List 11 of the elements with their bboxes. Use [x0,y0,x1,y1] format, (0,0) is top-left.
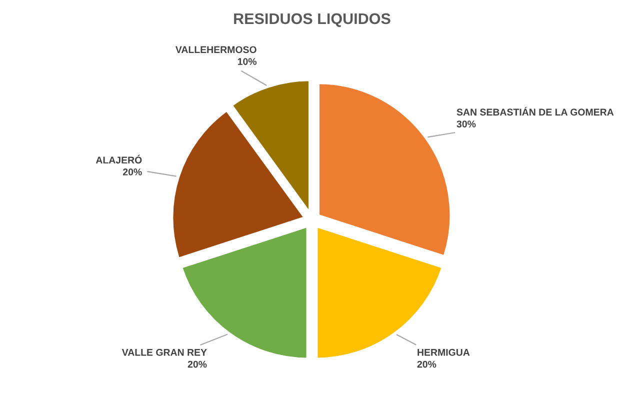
data-label: 10% [238,58,257,65]
data-label: 30% [456,120,476,128]
slice-label: VALLE GRAN REY [122,348,207,356]
slice-label: ALAJERÓ [96,154,142,164]
data-label: 20% [123,168,142,176]
slice-label: VALLEHERMOSO [175,46,256,54]
slice-label: HERMIGUA [418,348,470,356]
data-label: 20% [417,360,436,368]
data-label: 20% [188,360,207,368]
slice-label: SAN SEBASTIÁN DE LA GOMERA [456,106,614,116]
chart-title: RESIDUOS LIQUIDOS [234,13,390,27]
